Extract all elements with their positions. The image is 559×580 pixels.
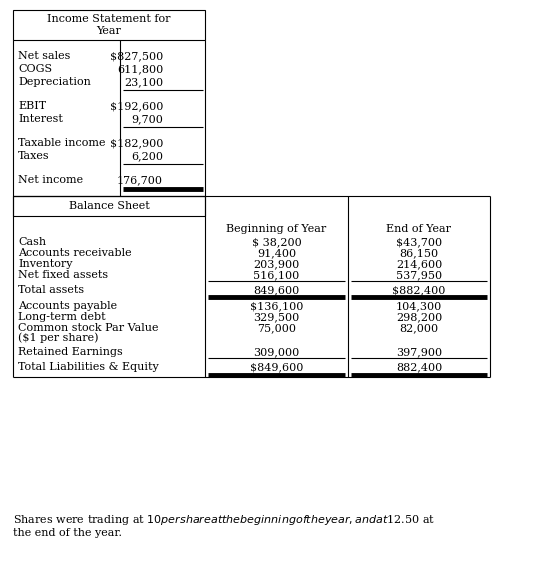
Text: Cash: Cash — [18, 237, 46, 247]
Text: End of Year: End of Year — [386, 224, 452, 234]
Text: 298,200: 298,200 — [396, 312, 442, 322]
Text: 329,500: 329,500 — [253, 312, 300, 322]
Text: Beginning of Year: Beginning of Year — [226, 224, 326, 234]
Text: Retained Earnings: Retained Earnings — [18, 347, 123, 357]
Text: 882,400: 882,400 — [396, 362, 442, 372]
Text: 516,100: 516,100 — [253, 270, 300, 280]
Text: Accounts payable: Accounts payable — [18, 301, 117, 311]
Text: ($1 per share): ($1 per share) — [18, 333, 98, 343]
Text: Balance Sheet: Balance Sheet — [69, 201, 149, 211]
Text: 176,700: 176,700 — [117, 175, 163, 185]
Text: Accounts receivable: Accounts receivable — [18, 248, 131, 258]
Text: Net fixed assets: Net fixed assets — [18, 270, 108, 280]
Text: 82,000: 82,000 — [400, 323, 439, 333]
Text: 849,600: 849,600 — [253, 285, 300, 295]
Text: EBIT: EBIT — [18, 101, 46, 111]
Text: 309,000: 309,000 — [253, 347, 300, 357]
Text: Interest: Interest — [18, 114, 63, 124]
Text: 75,000: 75,000 — [257, 323, 296, 333]
Text: 214,600: 214,600 — [396, 259, 442, 269]
Text: Inventory: Inventory — [18, 259, 73, 269]
Text: COGS: COGS — [18, 64, 52, 74]
Text: 203,900: 203,900 — [253, 259, 300, 269]
Text: Total Liabilities & Equity: Total Liabilities & Equity — [18, 362, 159, 372]
Text: Income Statement for
Year: Income Statement for Year — [48, 14, 170, 36]
Text: $136,100: $136,100 — [250, 301, 303, 311]
Text: Taxes: Taxes — [18, 151, 50, 161]
Text: $43,700: $43,700 — [396, 237, 442, 247]
Text: $ 38,200: $ 38,200 — [252, 237, 301, 247]
Text: Net income: Net income — [18, 175, 83, 185]
Bar — [13, 196, 205, 216]
Text: $882,400: $882,400 — [392, 285, 446, 295]
Text: Net sales: Net sales — [18, 51, 70, 61]
Text: Shares were trading at $10 per share at the beginning of the year, and at $12.50: Shares were trading at $10 per share at … — [13, 513, 435, 527]
Text: the end of the year.: the end of the year. — [13, 528, 122, 538]
Text: 397,900: 397,900 — [396, 347, 442, 357]
Text: Common stock Par Value: Common stock Par Value — [18, 323, 159, 333]
Text: 537,950: 537,950 — [396, 270, 442, 280]
Text: Total assets: Total assets — [18, 285, 84, 295]
Text: $182,900: $182,900 — [110, 138, 163, 148]
Text: 9,700: 9,700 — [131, 114, 163, 124]
Text: 6,200: 6,200 — [131, 151, 163, 161]
Text: $192,600: $192,600 — [110, 101, 163, 111]
Text: Depreciation: Depreciation — [18, 77, 91, 87]
Text: $849,600: $849,600 — [250, 362, 303, 372]
Text: $827,500: $827,500 — [110, 51, 163, 61]
Text: 611,800: 611,800 — [117, 64, 163, 74]
Text: 86,150: 86,150 — [400, 248, 439, 258]
Text: 104,300: 104,300 — [396, 301, 442, 311]
Bar — [13, 10, 205, 40]
Text: 23,100: 23,100 — [124, 77, 163, 87]
Text: Taxable income: Taxable income — [18, 138, 106, 148]
Text: 91,400: 91,400 — [257, 248, 296, 258]
Text: Long-term debt: Long-term debt — [18, 312, 106, 322]
